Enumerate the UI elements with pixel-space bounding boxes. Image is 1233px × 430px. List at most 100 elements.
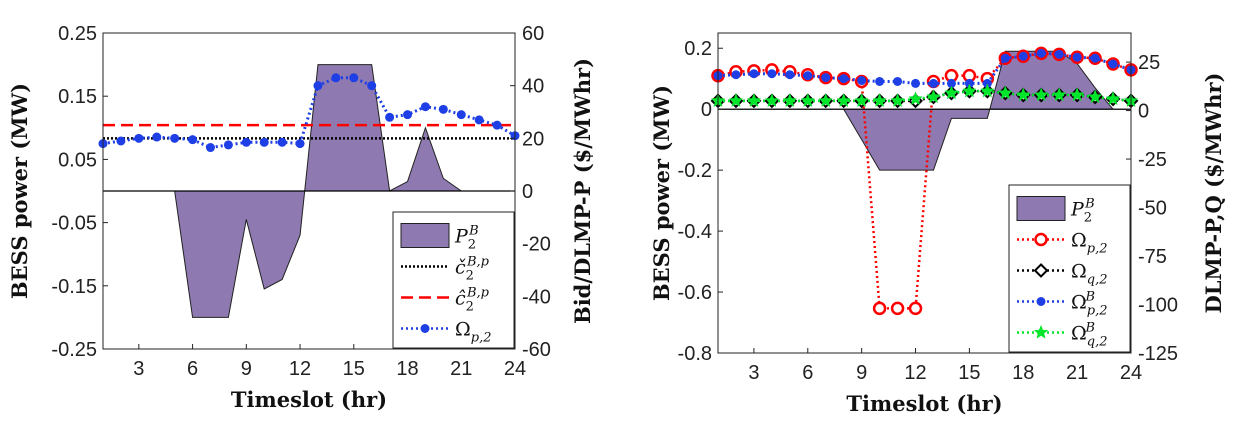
right-legend-marker xyxy=(1036,297,1046,306)
right-y-tick-label: -0.6 xyxy=(678,282,712,304)
right-x-tick-label: 12 xyxy=(904,362,926,384)
chart-right-area-layer xyxy=(718,50,1131,171)
left-legend-label: Ωp,2 xyxy=(455,319,492,346)
right-y-tick-label: -0.2 xyxy=(678,160,712,182)
right-x-tick-label: 3 xyxy=(748,362,759,384)
right-series-3-line xyxy=(717,51,1132,85)
left-series-3-point xyxy=(492,120,502,130)
right-y2-tick-label: -100 xyxy=(1138,295,1178,317)
left-y-tick-label: 0.25 xyxy=(58,23,97,45)
right-y2-tick-label: -50 xyxy=(1138,198,1167,220)
right-series-4-point xyxy=(1069,87,1085,102)
left-x-tick-label: 12 xyxy=(289,358,311,380)
left-series-3-point xyxy=(438,104,448,114)
right-series-4-point xyxy=(854,93,869,108)
right-series-4-point xyxy=(926,89,941,104)
left-legend-label: P2B xyxy=(454,224,479,253)
right-series-1-point xyxy=(872,301,887,316)
right-y2-tick-label: 25 xyxy=(1138,52,1160,74)
chart-right: 3 6 9 12 15 18 21 24 0.2 0 -0.2 -0.4 -0.6 -0.8 25 0 -25 -… xyxy=(649,32,1226,416)
right-legend-label: Ωp,2B xyxy=(1071,290,1108,319)
right-y2-tick-label: 0 xyxy=(1138,101,1149,123)
right-series-4-point xyxy=(872,93,887,108)
right-series-4-point xyxy=(908,91,923,106)
right-area-p2b xyxy=(718,50,1131,171)
right-x-tick-label: 24 xyxy=(1120,362,1142,384)
left-series-3-point xyxy=(420,102,430,112)
right-series-4-point xyxy=(1015,87,1031,102)
left-y-tick-label: 0.05 xyxy=(58,149,97,171)
right-y2-tick-label: -75 xyxy=(1138,246,1167,268)
left-series-3-point xyxy=(474,115,484,125)
right-series-3-point xyxy=(785,70,795,80)
right-series-4-point xyxy=(836,93,852,108)
left-y2-tick-label: -60 xyxy=(522,339,551,361)
chart-left: 3 6 9 12 15 18 21 24 0.25 0.15 0.05 -0.05 -0.15 -0.25… xyxy=(7,23,595,412)
chart-left-y-axis-label: BESS power (MW) xyxy=(7,83,32,299)
left-y2-tick-label: -20 xyxy=(522,234,551,256)
left-x-tick-label: 18 xyxy=(396,358,418,380)
chart-right-x-axis-label: Timeslot (hr) xyxy=(846,391,1002,416)
left-y-tick-label: -0.25 xyxy=(51,339,97,361)
right-series-4-point xyxy=(1087,89,1103,104)
chart-right-series-layer xyxy=(710,46,1139,316)
right-series-3-point xyxy=(803,71,813,81)
left-y2-tick-label: 40 xyxy=(522,76,544,98)
right-series-3-point xyxy=(821,73,831,83)
left-series-3-point xyxy=(241,137,251,147)
right-x-tick-label: 9 xyxy=(856,362,867,384)
right-x-tick-label: 6 xyxy=(802,362,813,384)
right-legend-marker xyxy=(1033,263,1049,278)
left-y2-tick-label: 60 xyxy=(522,23,544,45)
right-series-3-point xyxy=(1036,48,1046,58)
left-x-tick-label: 9 xyxy=(241,358,252,380)
right-series-4-point xyxy=(1051,87,1067,102)
right-legend-label: Ωp,2 xyxy=(1071,230,1108,257)
left-legend-marker xyxy=(420,324,430,333)
left-series-3-point xyxy=(205,143,215,153)
left-x-tick-label: 3 xyxy=(133,358,144,380)
right-x-tick-label: 15 xyxy=(958,362,980,384)
left-series-3-point xyxy=(313,81,323,91)
chart-right-frame xyxy=(717,32,1132,354)
left-series-3-point xyxy=(331,73,341,83)
left-series-3-point xyxy=(295,139,305,149)
right-series-3-point xyxy=(1000,53,1010,63)
right-series-4-point xyxy=(746,93,762,108)
right-series-4-point xyxy=(980,83,995,98)
left-y-tick-label: -0.15 xyxy=(51,276,97,298)
right-series-3-point xyxy=(911,78,921,88)
right-series-3-point xyxy=(982,78,992,88)
left-series-3-point xyxy=(116,136,126,146)
right-series-4-point xyxy=(1105,91,1121,106)
right-y-tick-label: -0.8 xyxy=(678,343,712,365)
right-series-1-point xyxy=(890,301,905,316)
left-y2-tick-label: -40 xyxy=(522,286,551,308)
left-y-tick-label: 0.15 xyxy=(58,86,97,108)
right-series-3-point xyxy=(731,70,741,80)
left-series-3-point xyxy=(385,112,395,122)
left-series-3-point xyxy=(403,110,413,120)
chart-right-y2-axis-label: DLMP-P,Q ($/MWhr) xyxy=(1201,73,1226,314)
right-y-tick-label: -0.4 xyxy=(678,221,712,243)
right-series-4-point xyxy=(728,93,744,108)
right-series-4-point xyxy=(890,93,905,108)
left-series-3-point xyxy=(456,110,466,120)
right-series-1-point xyxy=(908,301,923,316)
left-series-3-point xyxy=(349,73,359,83)
left-x-tick-label: 21 xyxy=(450,358,472,380)
left-series-3-line xyxy=(102,76,516,150)
right-series-3-point xyxy=(1090,53,1100,63)
left-legend-label: ĉ2B,p xyxy=(455,286,490,315)
right-series-4-point xyxy=(944,85,959,100)
chart-left-x-axis-label: Timeslot (hr) xyxy=(231,387,387,412)
right-series-3-point xyxy=(928,78,938,88)
right-y2-tick-label: -125 xyxy=(1138,343,1178,365)
chart-right-y-axis-label: BESS power (MW) xyxy=(649,85,674,301)
left-series-3-point xyxy=(152,132,162,142)
right-series-3-point xyxy=(1072,52,1082,62)
right-series-4-point xyxy=(1033,87,1049,102)
right-series-4-point xyxy=(962,83,977,98)
right-y-tick-label: 0.2 xyxy=(684,38,712,60)
